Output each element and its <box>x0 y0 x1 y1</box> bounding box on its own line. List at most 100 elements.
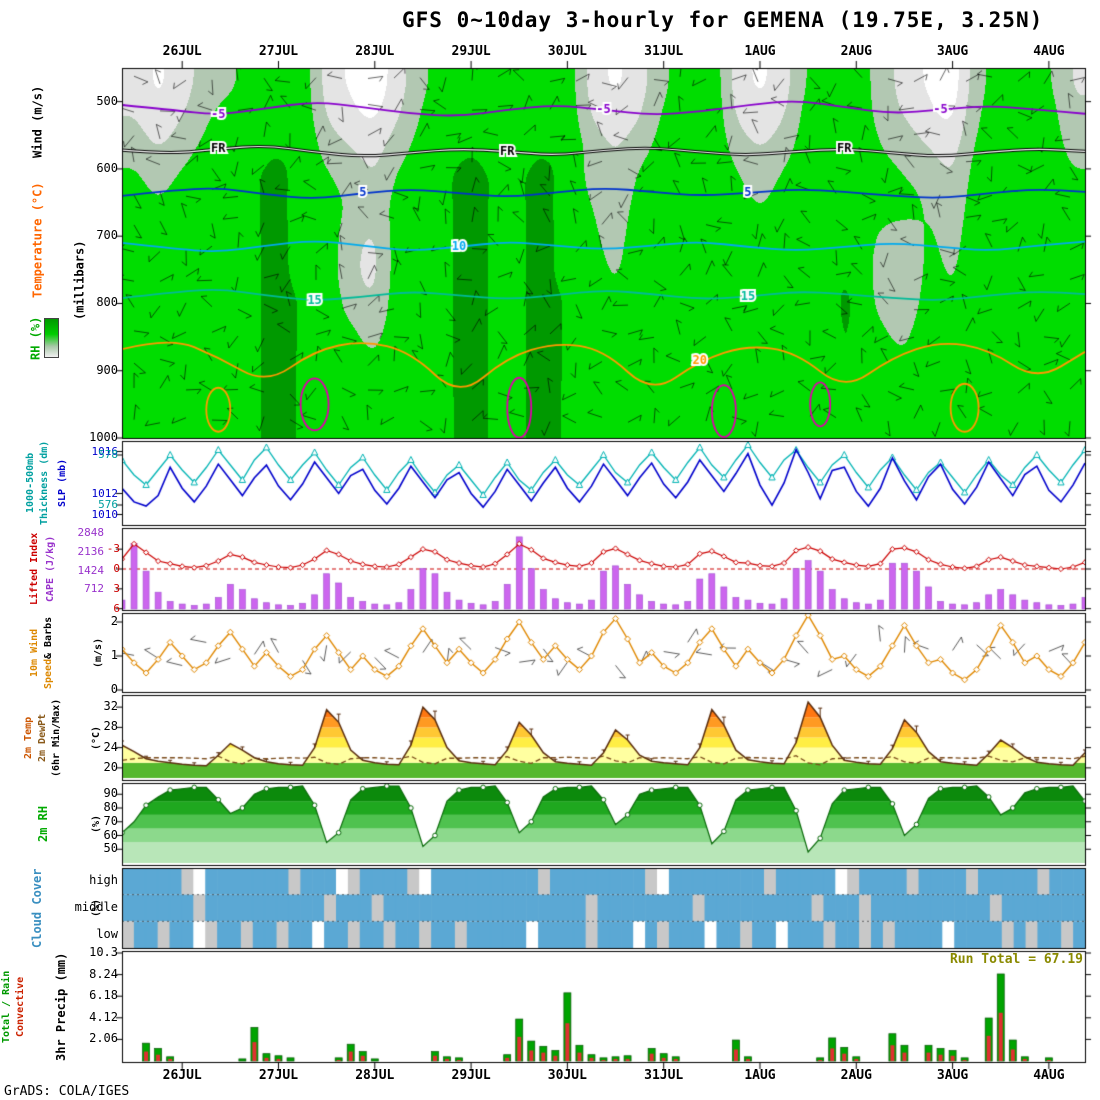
ylabel-cape-text: CAPE (J/kg) <box>45 535 56 603</box>
date-label-top: 27JUL <box>258 44 299 59</box>
page-title: GFS 0~10day 3-hourly for GEMENA (19.75E,… <box>402 8 1044 32</box>
grads-credit: GrADS: COLA/IGES <box>4 1084 130 1099</box>
wind-speed-tick: 0 <box>110 682 118 696</box>
pressure-tick: 900 <box>96 362 118 377</box>
ylabel-10m-wind: 10m Wind <box>28 613 41 692</box>
date-label-bottom: 2AUG <box>840 1068 872 1083</box>
ylabel-thickness-1: 1000-500mb <box>24 441 37 525</box>
precip-tick: 10.3 <box>89 945 118 959</box>
ylabel-cloud-cover: Cloud Cover <box>30 868 44 948</box>
ylabel-totalrain-text: Total / Rain <box>1 970 12 1043</box>
rh-tick: 70 <box>103 813 118 828</box>
ylabel-thickness-2: Thickness (dm) <box>38 441 51 525</box>
cloud-row-label: high <box>89 873 118 888</box>
wind-speed-tick: 1 <box>110 648 118 662</box>
slp-tick: 1016 <box>91 444 119 458</box>
ylabel-rh-text: RH (%) <box>28 316 43 360</box>
ylabel-2mrh-text: 2m RH <box>36 805 50 843</box>
pressure-tick: 1000 <box>89 430 118 444</box>
ylabel-total-rain: Total / Rain <box>0 951 13 1062</box>
cape-tick: 2136 <box>77 544 105 558</box>
slp-tick: 1012 <box>91 486 119 500</box>
precip-tick: 4.12 <box>89 1009 118 1024</box>
ylabel-cloud-text: Cloud Cover <box>30 868 44 948</box>
date-label-bottom: 1AUG <box>744 1068 776 1083</box>
ylabel-lifted-index: Lifted Index <box>28 528 41 610</box>
rh-tick: 50 <box>103 841 118 856</box>
rh-gradient-legend <box>44 318 59 358</box>
rh-tick: 90 <box>103 786 118 801</box>
date-label-top: 28JUL <box>355 44 395 59</box>
date-label-top: 31JUL <box>644 44 684 59</box>
date-label-bottom: 28JUL <box>355 1068 395 1083</box>
run-total-label: Run Total = 67.19 <box>949 952 1083 967</box>
ylabel-2m-temp: 2m Temp <box>22 695 35 780</box>
ylabel-temperature-text: Temperature (°C) <box>30 182 45 298</box>
ylabel-temperature: Temperature (°C) <box>30 175 45 305</box>
ylabel-rh: RH (%) <box>28 312 43 364</box>
date-label-top: 3AUG <box>936 44 969 59</box>
ylabel-speed-text: Speed <box>43 658 54 689</box>
date-label-top: 4AUG <box>1033 44 1065 59</box>
date-label-top: 1AUG <box>744 44 776 59</box>
date-label-bottom: 30JUL <box>547 1068 587 1083</box>
ylabel-thickness1-text: 1000-500mb <box>25 452 36 514</box>
ylabel-minmax: (6hr Min/Max) <box>50 695 63 780</box>
pressure-tick: 600 <box>96 160 118 175</box>
ylabel-2mdewpt-text: 2m DewPt <box>37 713 48 762</box>
precip-tick: 8.24 <box>89 966 118 981</box>
pressure-tick: 500 <box>96 93 118 108</box>
ylabel-2m-dewpt: 2m DewPt <box>36 695 49 780</box>
date-label-bottom: 26JUL <box>162 1068 202 1083</box>
precip-tick: 6.18 <box>89 988 118 1003</box>
ylabel-convective: Convective <box>14 951 27 1062</box>
temp-tick: 28 <box>103 719 118 734</box>
rh-tick: 80 <box>103 800 118 814</box>
thickness-tick: 576 <box>98 498 118 511</box>
pressure-tick: 800 <box>96 295 118 310</box>
cloud-row-label: low <box>96 926 118 941</box>
wind-speed-tick: 2 <box>110 614 118 628</box>
pressure-tick: 700 <box>96 228 118 243</box>
date-label-top: 30JUL <box>547 44 587 59</box>
date-label-bottom: 27JUL <box>258 1068 299 1083</box>
slp-tick: 1010 <box>91 507 119 521</box>
date-label-bottom: 3AUG <box>936 1068 969 1083</box>
ylabel-speed-barbs: Speed & Barbs <box>42 613 55 692</box>
cloud-row-label: middle <box>74 900 118 914</box>
temp-tick: 24 <box>103 739 118 754</box>
lifted-index-tick: 0 <box>113 562 120 575</box>
lifted-index-tick: 6 <box>113 601 120 615</box>
ylabel-2mtemp-text: 2m Temp <box>23 716 34 759</box>
date-label-bottom: 29JUL <box>451 1068 491 1083</box>
date-label-top: 2AUG <box>840 44 872 59</box>
lifted-index-tick: -3 <box>106 542 120 556</box>
cape-tick: 1424 <box>77 563 105 577</box>
cape-tick: 2848 <box>77 526 105 539</box>
date-label-top: 26JUL <box>162 44 202 59</box>
ylabel-convective-text: Convective <box>15 976 26 1037</box>
temp-tick: 20 <box>103 759 118 774</box>
thickness-tick: 578 <box>98 448 118 461</box>
ylabel-thickness2-text: Thickness (dm) <box>39 440 50 526</box>
date-label-bottom: 4AUG <box>1033 1068 1065 1083</box>
ylabel-wind-text: Wind (m/s) <box>30 85 45 159</box>
ylabel-precip-text: 3hr Precip (mm) <box>54 952 68 1061</box>
ylabel-barbs-text: & Barbs <box>43 616 54 659</box>
rh-tick: 60 <box>103 827 118 842</box>
ylabel-li-text: Lifted Index <box>29 532 40 606</box>
ylabel-2m-rh: 2m RH <box>36 783 50 865</box>
cape-tick: 712 <box>84 582 104 596</box>
date-label-bottom: 31JUL <box>644 1068 684 1083</box>
date-label-top: 29JUL <box>451 44 491 59</box>
ylabel-wind: Wind (m/s) <box>30 72 45 172</box>
ylabel-minmax-text: (6hr Min/Max) <box>51 698 62 777</box>
lifted-index-tick: 3 <box>113 581 120 595</box>
precip-tick: 2.06 <box>89 1031 118 1046</box>
ylabel-3hr-precip: 3hr Precip (mm) <box>54 951 68 1062</box>
ylabel-10mwind-text: 10m Wind <box>29 628 40 677</box>
ylabel-slp-text: SLP (mb) <box>57 458 68 508</box>
temp-tick: 32 <box>103 699 118 714</box>
